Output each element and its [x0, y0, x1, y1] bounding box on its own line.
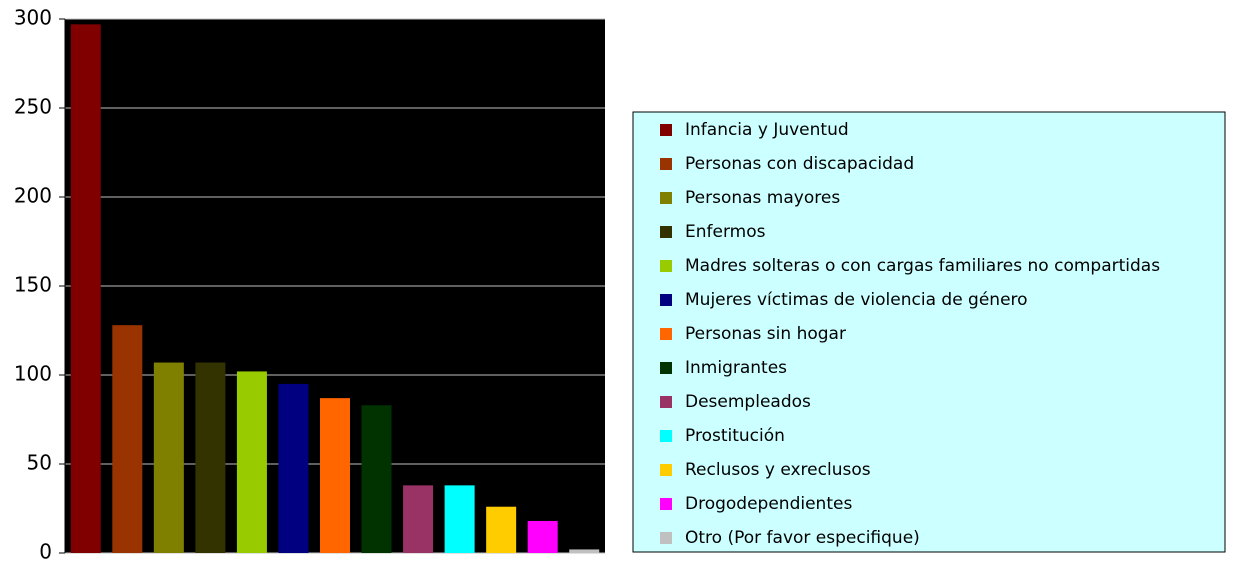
legend-swatch: [660, 498, 672, 510]
legend-label: Otro (Por favor especifique): [685, 528, 920, 548]
legend-label: Prostitución: [685, 426, 785, 446]
legend-label: Personas sin hogar: [685, 324, 846, 344]
legend: [632, 111, 1226, 553]
legend-swatch: [660, 124, 672, 136]
y-tick-label: 150: [14, 273, 52, 297]
legend-swatch: [660, 192, 672, 204]
y-tick-label: 300: [14, 6, 52, 30]
bar: [527, 520, 558, 553]
legend-swatch: [660, 294, 672, 306]
bar: [153, 362, 184, 553]
legend-swatch: [660, 532, 672, 544]
legend-swatch: [660, 464, 672, 476]
legend-label: Drogodependientes: [685, 494, 852, 514]
y-tick-label: 0: [39, 540, 52, 562]
bar: [112, 325, 143, 553]
bar: [403, 485, 434, 553]
y-tick-label: 50: [27, 451, 52, 475]
legend-label: Infancia y Juventud: [685, 120, 849, 140]
legend-label: Madres solteras o con cargas familiares …: [685, 256, 1160, 276]
y-tick-label: 200: [14, 184, 52, 208]
legend-swatch: [660, 226, 672, 238]
legend-swatch: [660, 396, 672, 408]
legend-label: Mujeres víctimas de violencia de género: [685, 290, 1028, 310]
bar: [278, 383, 309, 553]
bar: [70, 24, 101, 553]
legend-swatch: [660, 260, 672, 272]
legend-label: Personas con discapacidad: [685, 154, 914, 174]
bar: [361, 405, 392, 553]
bar: [444, 485, 475, 553]
bar: [320, 398, 350, 553]
bar: [569, 549, 600, 553]
legend-label: Personas mayores: [685, 188, 840, 208]
legend-label: Desempleados: [685, 392, 811, 412]
bar: [486, 506, 517, 553]
legend-swatch: [660, 158, 672, 170]
legend-label: Enfermos: [685, 222, 766, 242]
legend-swatch: [660, 430, 672, 442]
y-tick-label: 250: [14, 95, 52, 119]
legend-swatch: [660, 362, 672, 374]
legend-label: Reclusos y exreclusos: [685, 460, 871, 480]
legend-swatch: [660, 328, 672, 340]
bar: [195, 362, 226, 553]
legend-label: Inmigrantes: [685, 358, 787, 378]
bar: [236, 371, 267, 553]
y-tick-label: 100: [14, 362, 52, 386]
